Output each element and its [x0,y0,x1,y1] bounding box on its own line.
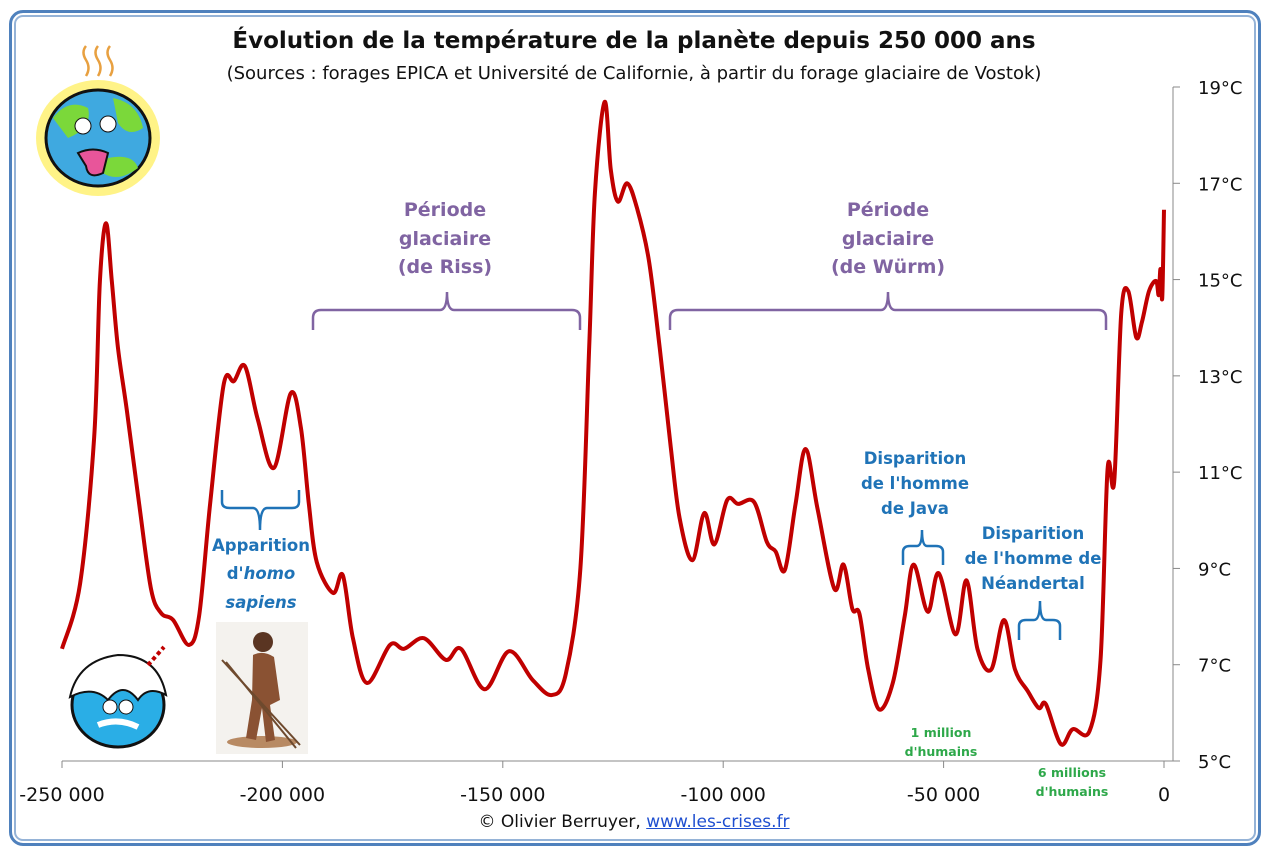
sapiens-bracket [220,490,301,531]
java-bracket [901,529,945,565]
population-line: 1 million [910,725,972,740]
sapiens-sapiens: sapiens [225,592,297,612]
population-line: d'humains [904,743,978,759]
wurm-label-line: glaciaire [841,227,935,250]
frozen-earth-icon [68,645,168,749]
x-tick-label: 0 [1158,784,1170,806]
x-tick-label: -200 000 [240,784,325,806]
chart-subtitle: (Sources : forages EPICA et Université d… [226,63,1042,84]
chart-frame [9,10,1261,846]
wurm-label-line: Période [846,199,930,221]
population-6-millions: 6 millions d'humains [1022,764,1122,802]
x-tick-label: -50 000 [907,784,980,806]
neandertal-label-line: Disparition [981,524,1085,543]
population-1-million: 1 million d'humains [891,724,991,762]
homo-sapiens-image [216,622,308,754]
y-tick-label: 19°C [1198,78,1242,99]
wurm-label: Période glaciaire (de Würm) [788,196,988,282]
y-tick-label: 9°C [1198,559,1231,580]
java-label: Disparition de l'homme de Java [845,447,985,521]
riss-bracket [311,291,582,330]
java-label-line: de l'homme [860,473,970,493]
wurm-bracket [668,291,1108,330]
y-tick-label: 17°C [1198,174,1242,195]
riss-label-line: (de Riss) [397,256,493,278]
riss-label: Période glaciaire (de Riss) [345,196,545,282]
temperature-series [60,99,1166,747]
riss-label-line: Période [403,199,487,221]
sapiens-label: Apparition d'homo sapiens [196,532,326,617]
x-tick-label: -150 000 [460,784,545,806]
sapiens-prefix: d' [226,564,244,584]
sapiens-label-line: sapiens [196,589,326,617]
neandertal-label-line: de l'homme de [964,548,1102,568]
java-label-line: de Java [881,498,949,518]
x-tick-label: -250 000 [19,784,104,806]
sapiens-label-line: Apparition [212,536,310,555]
hot-earth-icon [36,45,160,196]
neandertal-bracket [1017,600,1062,640]
axes: -250 000 -200 000 -150 000 -100 000 -50 000 0… [19,78,1242,806]
x-tick-label: -100 000 [680,784,765,806]
wurm-label-line: (de Würm) [830,256,946,278]
footer-link[interactable]: www.les-crises.fr [646,812,790,832]
riss-label-line: glaciaire [398,227,492,250]
footer: © Olivier Berruyer, www.les-crises.fr [0,812,1268,832]
y-tick-label: 7°C [1198,656,1231,677]
java-label-line: Disparition [863,449,967,468]
sapiens-label-line: d'homo [196,560,326,588]
footer-credit: © Olivier Berruyer, [478,812,641,832]
y-tick-label: 13°C [1198,367,1242,388]
sapiens-homo: homo [243,564,296,584]
population-line: d'humains [1035,783,1109,799]
neandertal-label-line: Néandertal [981,573,1085,593]
chart-title: Évolution de la température de la planèt… [232,28,1036,54]
brackets [220,291,1108,640]
temperature-line [60,99,1166,747]
y-tick-label: 15°C [1198,271,1242,292]
population-line: 6 millions [1037,765,1107,780]
y-tick-label: 11°C [1198,463,1242,484]
neandertal-label: Disparition de l'homme de Néandertal [963,522,1103,596]
y-tick-label: 5°C [1198,752,1231,773]
